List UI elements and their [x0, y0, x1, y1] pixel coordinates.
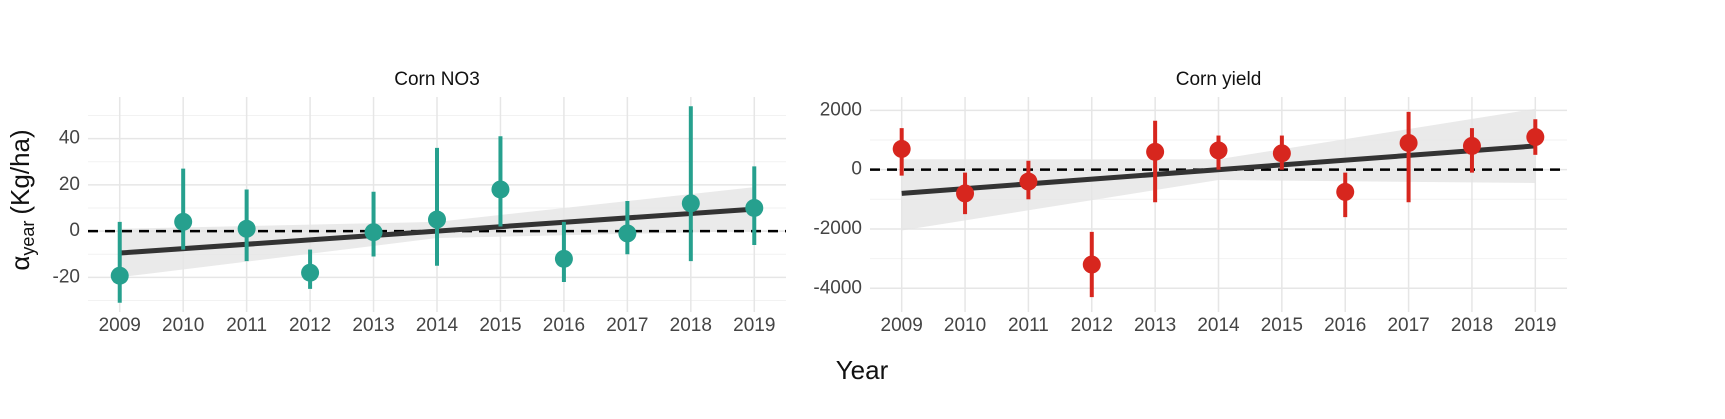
- x-tick-label: 2010: [162, 315, 204, 336]
- point: [1082, 255, 1101, 274]
- point: [1209, 141, 1228, 160]
- x-tick-label: 2012: [1071, 315, 1113, 336]
- y-tick-label: 0: [69, 220, 80, 241]
- x-tick-label: 2017: [606, 315, 648, 336]
- x-tick-label: 2009: [99, 315, 141, 336]
- y-tick-label: 40: [59, 128, 80, 149]
- y-tick-label: -4000: [813, 277, 862, 298]
- x-tick-label: 2011: [226, 315, 267, 336]
- y-tick-label: -2000: [813, 218, 862, 239]
- y-axis-label: αyear (Kg/ha): [5, 129, 38, 270]
- x-tick-label: 2014: [416, 315, 459, 336]
- point: [1146, 142, 1165, 161]
- panel-title: Corn NO3: [394, 69, 480, 90]
- point: [554, 249, 573, 268]
- point: [892, 139, 911, 158]
- point: [237, 219, 256, 238]
- x-tick-label: 2018: [670, 315, 712, 336]
- point: [1019, 172, 1038, 191]
- x-tick-label: 2017: [1387, 315, 1429, 336]
- point: [956, 184, 975, 203]
- y-tick-label: 2000: [820, 99, 862, 120]
- x-tick-label: 2015: [1261, 315, 1303, 336]
- point: [1399, 133, 1418, 152]
- x-tick-label: 2013: [1134, 315, 1176, 336]
- point: [364, 223, 383, 242]
- y-tick-label: 0: [851, 159, 862, 180]
- point: [110, 266, 129, 285]
- y-tick-label: -20: [53, 266, 80, 287]
- x-tick-label: 2009: [881, 315, 923, 336]
- x-tick-label: 2016: [543, 315, 585, 336]
- point: [301, 263, 320, 282]
- point: [1336, 182, 1355, 201]
- point: [681, 194, 700, 213]
- x-tick-label: 2013: [352, 315, 394, 336]
- point: [1526, 128, 1545, 147]
- point: [174, 212, 193, 231]
- y-tick-label: 20: [59, 174, 80, 195]
- x-tick-label: 2010: [944, 315, 986, 336]
- x-tick-label: 2011: [1008, 315, 1049, 336]
- point: [1462, 136, 1481, 155]
- panel-title: Corn yield: [1176, 69, 1262, 90]
- x-tick-label: 2015: [479, 315, 521, 336]
- y-label-symbol: α: [5, 256, 35, 271]
- y-label-unit: (Kg/ha): [5, 129, 35, 214]
- x-tick-label: 2014: [1197, 315, 1240, 336]
- x-tick-label: 2018: [1451, 315, 1493, 336]
- x-axis-label: Year: [836, 355, 889, 385]
- x-tick-label: 2019: [1514, 315, 1556, 336]
- point: [491, 180, 510, 199]
- x-tick-label: 2016: [1324, 315, 1366, 336]
- point: [618, 224, 637, 243]
- x-tick-label: 2012: [289, 315, 331, 336]
- point: [428, 210, 446, 229]
- x-tick-label: 2019: [733, 315, 775, 336]
- y-label-subscript: year: [18, 221, 38, 256]
- point: [1272, 144, 1291, 163]
- point: [745, 198, 764, 217]
